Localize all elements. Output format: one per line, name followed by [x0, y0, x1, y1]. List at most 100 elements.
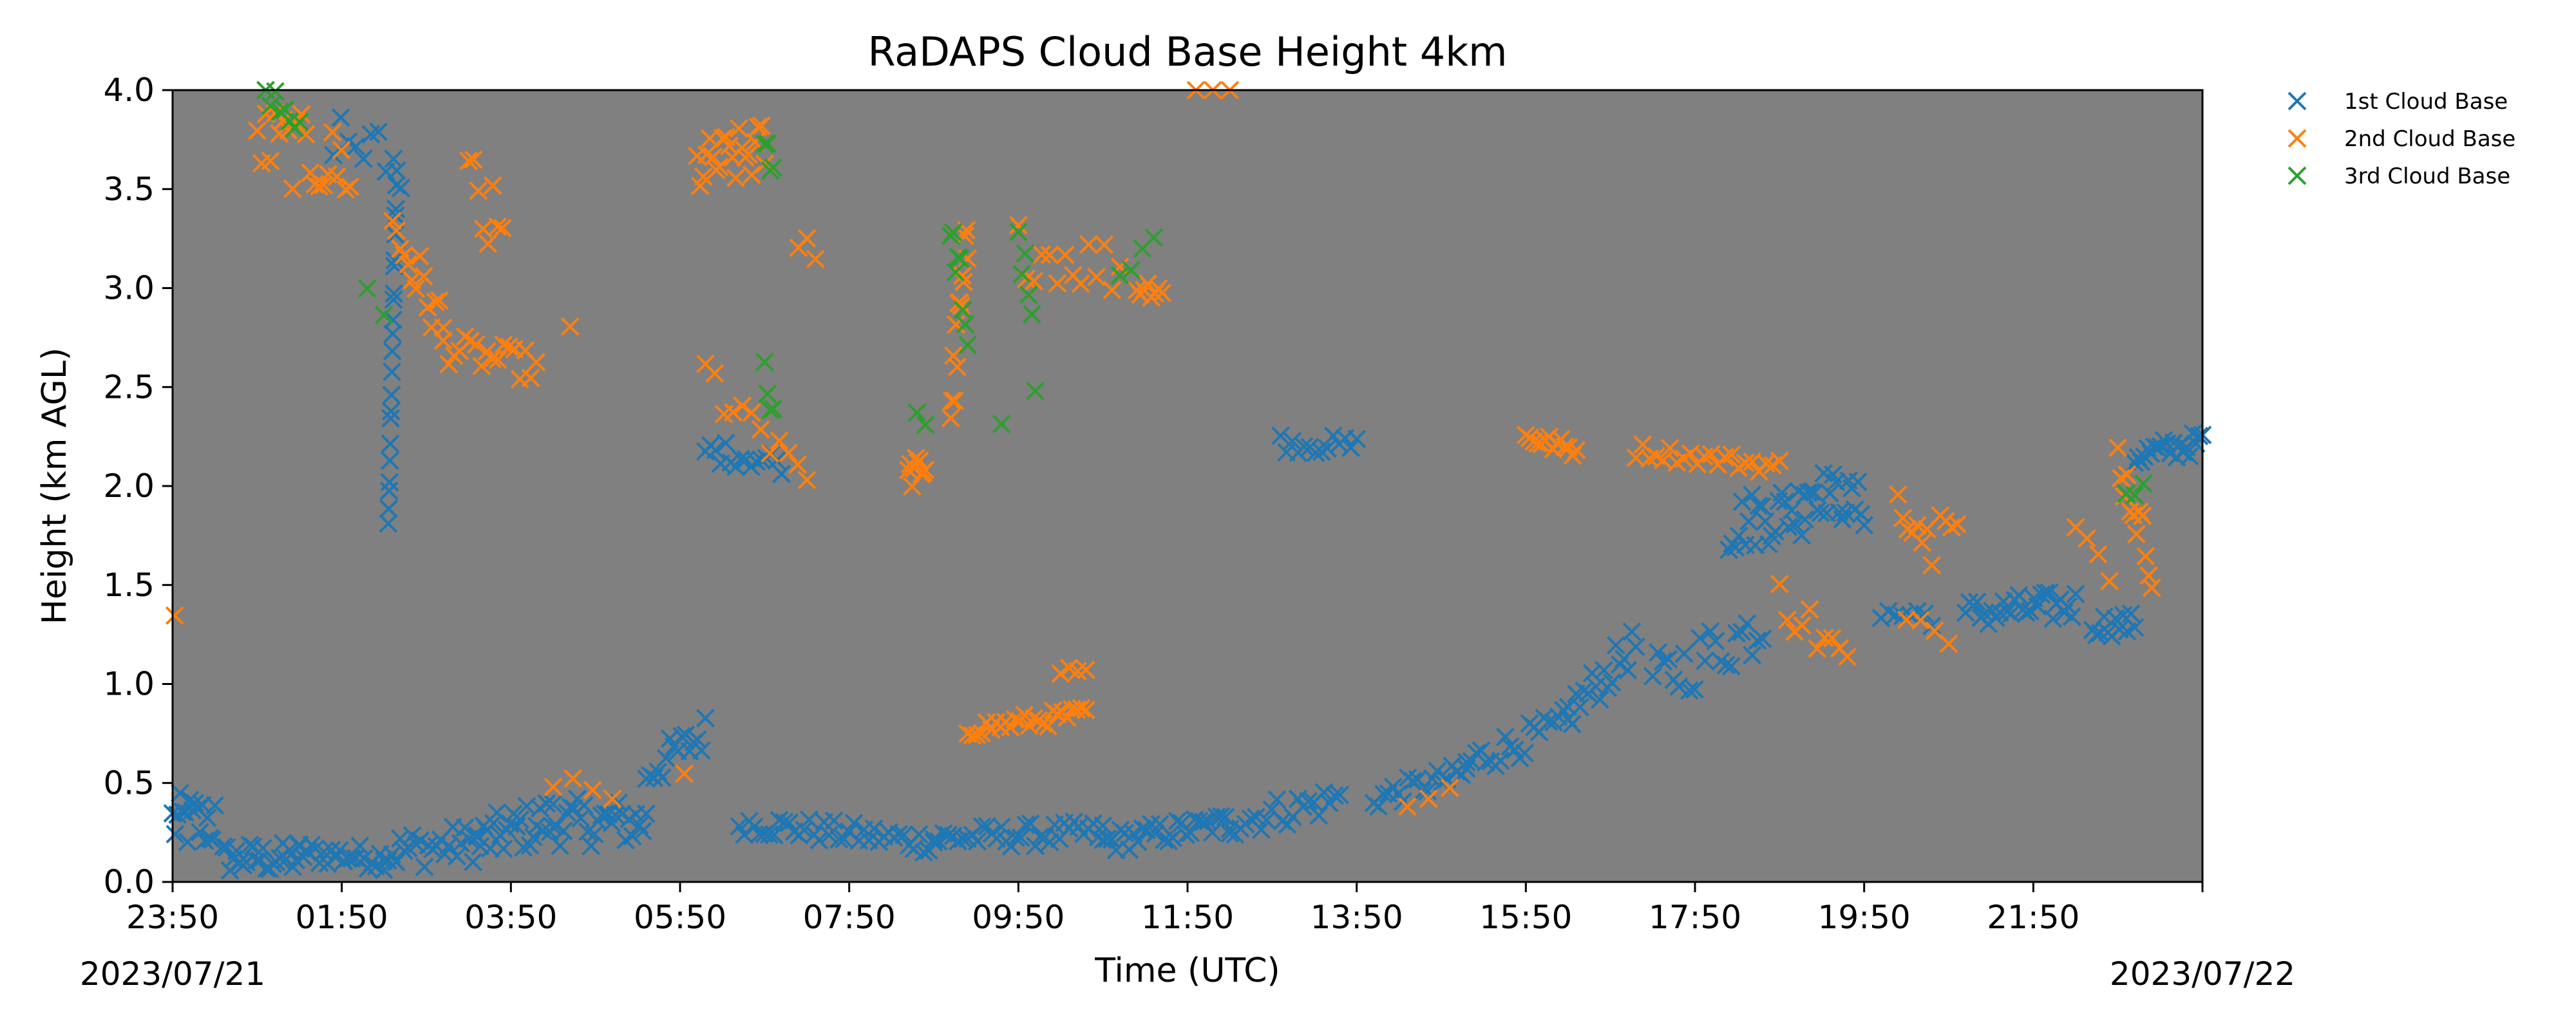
data-point	[346, 137, 365, 156]
data-point	[205, 796, 225, 815]
legend-marker	[2287, 129, 2307, 148]
data-point	[381, 434, 400, 453]
data-point	[1729, 527, 1748, 545]
y-tick-label: 1.0	[103, 666, 155, 703]
data-point	[383, 362, 401, 382]
data-point	[383, 211, 402, 230]
data-point	[2136, 547, 2155, 566]
data-point	[788, 455, 808, 474]
data-point	[220, 861, 240, 880]
data-point	[779, 444, 798, 463]
data-point	[1922, 616, 1942, 635]
y-tick-label: 2.0	[103, 467, 155, 505]
data-point	[2040, 583, 2059, 602]
series-1-marks	[163, 108, 2212, 880]
data-point	[2126, 525, 2146, 544]
data-point	[1095, 235, 1114, 254]
data-point	[524, 827, 543, 847]
data-point	[1633, 435, 1653, 454]
data-point	[779, 813, 799, 832]
data-point	[582, 836, 601, 856]
data-point	[1110, 258, 1130, 276]
start-date-label: 2023/07/21	[80, 955, 265, 993]
data-point	[1133, 819, 1152, 838]
data-point	[383, 342, 402, 360]
plot-area	[173, 90, 2202, 882]
data-point	[1071, 274, 1090, 294]
data-point	[1267, 790, 1287, 809]
data-point	[2139, 566, 2158, 585]
data-point	[956, 315, 975, 334]
data-point	[1094, 830, 1113, 850]
data-point	[346, 848, 365, 868]
data-point	[799, 810, 819, 829]
data-point	[992, 415, 1011, 433]
data-point	[1622, 622, 1642, 641]
data-point	[564, 769, 583, 788]
data-point	[386, 852, 406, 872]
data-point	[387, 221, 406, 240]
data-point	[968, 832, 987, 851]
data-point	[904, 839, 923, 859]
data-point	[953, 301, 972, 319]
data-point	[406, 279, 426, 299]
data-point	[1779, 518, 1798, 536]
data-point	[2062, 607, 2081, 626]
data-point	[819, 825, 838, 845]
data-point	[426, 292, 445, 312]
data-point	[797, 471, 817, 490]
data-point	[939, 825, 958, 845]
y-axis: 0.0 0.5 1.0 1.5 2.0 2.5 3.0 3.5 4.0	[103, 71, 173, 901]
data-point	[1770, 451, 1789, 471]
series-3-marks	[256, 80, 2153, 505]
data-point	[952, 296, 971, 315]
data-point	[472, 357, 491, 375]
y-tick-label: 1.5	[103, 566, 155, 604]
data-point	[751, 420, 770, 439]
data-point	[772, 464, 791, 483]
data-point	[554, 821, 573, 841]
x-tick-label: 21:50	[1987, 899, 2079, 936]
data-point	[2043, 609, 2063, 628]
data-point	[972, 817, 992, 836]
y-tick-label: 2.5	[103, 368, 155, 406]
data-point	[746, 452, 766, 471]
data-point	[324, 145, 343, 165]
data-point	[1323, 426, 1343, 445]
y-tick-label: 3.0	[103, 270, 155, 307]
data-point	[2108, 438, 2128, 457]
data-point	[1138, 274, 1157, 294]
data-point	[992, 818, 1011, 836]
data-point	[605, 805, 625, 825]
data-point	[1012, 265, 1032, 283]
legend-label: 1st Cloud Base	[2344, 89, 2508, 115]
data-point	[1908, 516, 1927, 535]
data-point	[2058, 597, 2078, 616]
data-point	[1562, 715, 1582, 734]
data-point	[942, 391, 961, 410]
data-point	[739, 145, 758, 164]
data-point	[1792, 526, 1812, 545]
data-point	[379, 482, 399, 500]
data-point	[1701, 622, 1720, 641]
data-point	[327, 167, 346, 186]
x-tick-label: 19:50	[1818, 899, 1911, 936]
data-point	[2002, 604, 2021, 623]
data-point	[1582, 664, 1602, 683]
data-point	[399, 255, 418, 274]
data-point	[1595, 660, 1614, 680]
data-point	[1821, 483, 1839, 503]
data-point	[387, 161, 406, 180]
data-point	[483, 176, 502, 195]
x-tick-label: 09:50	[972, 899, 1065, 936]
data-point	[1341, 438, 1360, 457]
data-point	[385, 251, 404, 270]
data-point	[1782, 501, 1801, 520]
data-point	[1374, 785, 1393, 803]
data-point	[171, 783, 190, 803]
data-point	[380, 451, 399, 470]
x-tick-label: 17:50	[1649, 899, 1741, 936]
data-point	[2090, 624, 2110, 642]
data-point	[1309, 806, 1329, 825]
